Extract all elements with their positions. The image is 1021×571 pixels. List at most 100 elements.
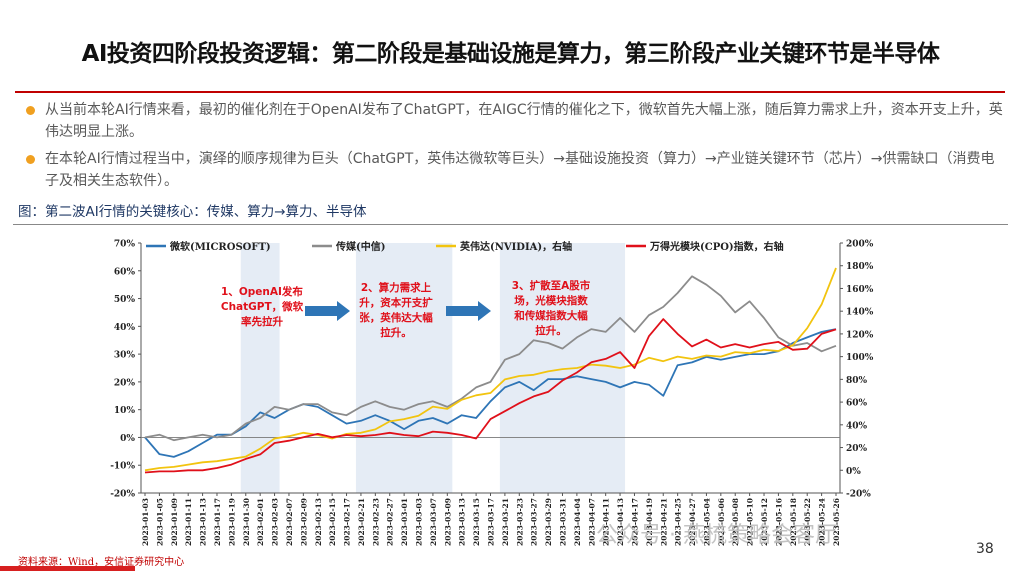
right-tick-label: 120%: [846, 330, 874, 340]
x-tick-label: 2023-02-13: [314, 498, 323, 546]
x-tick-label: 2023-02-15: [328, 498, 337, 546]
x-tick-label: 2023-01-19: [227, 498, 236, 546]
bullet-dot-icon: [26, 106, 35, 115]
right-tick-label: 20%: [846, 444, 868, 454]
right-tick-label: 200%: [846, 240, 874, 250]
annotation-text: 场，光模块指数: [514, 294, 588, 307]
page-number: 38: [976, 541, 994, 557]
x-tick-label: 2023-05-26: [832, 498, 841, 546]
series-line: [144, 275, 837, 442]
x-tick-label: 2023-04-21: [659, 498, 668, 546]
x-tick-label: 2023-05-18: [789, 498, 798, 546]
bullet-text: 在本轮AI行情过程当中，演绎的顺序规律为巨头（ChatGPT，英伟达微软等巨头）…: [45, 151, 995, 189]
figure-caption: 图：第二波AI行情的关键核心：传媒、算力→算力、半导体: [18, 204, 367, 220]
x-tick-label: 2023-05-16: [774, 498, 783, 546]
x-tick-label: 2023-03-01: [400, 498, 409, 546]
x-tick-label: 2023-04-07: [587, 498, 596, 546]
legend-label: 传媒(中信): [335, 240, 385, 253]
watermark: 公众号 · 燕梳策略会客厅: [596, 523, 837, 548]
x-tick-label: 2023-05-04: [702, 498, 711, 546]
x-tick-label: 2023-03-21: [501, 498, 510, 546]
bullet-dot-icon: [26, 155, 35, 164]
x-tick-label: 2023-01-03: [141, 498, 150, 546]
x-tick-label: 2023-05-22: [803, 498, 812, 546]
x-tick-label: 2023-03-31: [558, 498, 567, 546]
right-arrow-icon: [446, 301, 491, 321]
x-tick-label: 2023-02-07: [285, 498, 294, 546]
right-arrow-icon: [305, 301, 350, 321]
right-tick-label: 160%: [846, 285, 874, 295]
series-line: [144, 318, 837, 474]
annotation-text: 3、扩散至A股市: [512, 279, 591, 292]
chart-top-border: [13, 224, 1008, 225]
left-tick-label: 0%: [120, 434, 135, 444]
x-tick-label: 2023-02-23: [371, 498, 380, 546]
series-line: [144, 267, 837, 472]
left-tick-label: 50%: [114, 295, 136, 305]
x-tick-label: 2023-02-09: [299, 498, 308, 546]
annotation-text: 升，资本开支扩: [359, 296, 433, 309]
bullet-item: 在本轮AI行情过程当中，演绎的顺序规律为巨头（ChatGPT，英伟达微软等巨头）…: [20, 148, 1005, 192]
x-tick-label: 2023-02-17: [343, 498, 352, 546]
x-tick-label: 2023-05-10: [746, 498, 755, 546]
right-tick-label: -20%: [846, 490, 871, 500]
left-tick-label: 30%: [114, 351, 136, 361]
x-tick-label: 2023-01-11: [184, 498, 193, 546]
right-tick-label: 40%: [846, 421, 868, 431]
right-tick-label: 80%: [846, 376, 868, 386]
x-tick-label: 2023-04-27: [688, 498, 697, 546]
x-tick-label: 2023-01-30: [242, 498, 251, 546]
x-tick-label: 2023-03-29: [544, 498, 553, 546]
left-tick-label: 10%: [114, 406, 136, 416]
x-tick-label: 2023-01-05: [155, 498, 164, 546]
annotation-text: 和传媒指数大幅: [513, 309, 588, 322]
x-tick-label: 2023-05-08: [731, 498, 740, 546]
x-tick-label: 2023-03-13: [458, 498, 467, 546]
x-tick-label: 2023-03-17: [487, 498, 496, 546]
legend-label: 万得光模块(CPO)指数，右轴: [649, 240, 784, 253]
annotation-text: 拉升。: [535, 324, 567, 337]
x-tick-label: 2023-01-13: [199, 498, 208, 546]
x-tick-label: 2023-04-13: [616, 498, 625, 546]
right-tick-label: 0%: [846, 467, 861, 477]
x-tick-label: 2023-05-12: [760, 498, 769, 546]
source-note: 资料来源：Wind，安信证券研究中心: [18, 557, 185, 568]
x-tick-label: 2023-03-07: [429, 498, 438, 546]
right-tick-label: 100%: [846, 353, 874, 363]
annotation-text: 拉升。: [380, 326, 412, 339]
x-tick-label: 2023-03-03: [415, 498, 424, 546]
x-tick-label: 2023-02-21: [357, 498, 366, 546]
shaded-period: [499, 243, 626, 493]
x-tick-label: 2023-05-06: [717, 498, 726, 546]
left-tick-label: 40%: [114, 323, 136, 333]
bullet-item: 从当前本轮AI行情来看，最初的催化剂在于OpenAI发布了ChatGPT，在AI…: [20, 99, 1005, 143]
shaded-period: [355, 243, 453, 493]
x-tick-label: 2023-04-17: [630, 498, 639, 546]
x-tick-label: 2023-03-15: [472, 498, 481, 546]
x-tick-label: 2023-02-03: [271, 498, 280, 546]
title-divider: [15, 91, 1005, 93]
x-tick-label: 2023-05-24: [818, 498, 827, 546]
x-tick-label: 2023-03-23: [515, 498, 524, 546]
x-tick-label: 2023-04-25: [674, 498, 683, 546]
x-tick-label: 2023-02-27: [386, 498, 395, 546]
page-title: AI投资四阶段投资逻辑：第二阶段是基础设施是算力，第三阶段产业关键环节是半导体: [81, 41, 940, 67]
left-tick-label: 70%: [114, 240, 136, 250]
series-line: [144, 328, 837, 458]
x-tick-label: 2023-04-19: [645, 498, 654, 546]
x-tick-label: 2023-01-17: [213, 498, 222, 546]
left-tick-label: -20%: [110, 490, 135, 500]
x-tick-label: 2023-04-11: [602, 498, 611, 546]
annotation-text: ChatGPT，微软: [221, 300, 304, 313]
left-tick-label: 60%: [114, 267, 136, 277]
right-tick-label: 60%: [846, 399, 868, 409]
x-tick-label: 2023-03-27: [530, 498, 539, 546]
x-tick-label: 2023-03-09: [443, 498, 452, 546]
annotation-text: 2、算力需求上: [361, 281, 432, 294]
bullet-text: 从当前本轮AI行情来看，最初的催化剂在于OpenAI发布了ChatGPT，在AI…: [45, 102, 1003, 140]
annotation-text: 率先拉升: [241, 315, 283, 328]
x-tick-label: 2023-02-01: [256, 498, 265, 546]
legend-label: 英伟达(NVIDIA)，右轴: [459, 240, 572, 253]
annotation-text: 张，英伟达大幅: [359, 311, 433, 324]
